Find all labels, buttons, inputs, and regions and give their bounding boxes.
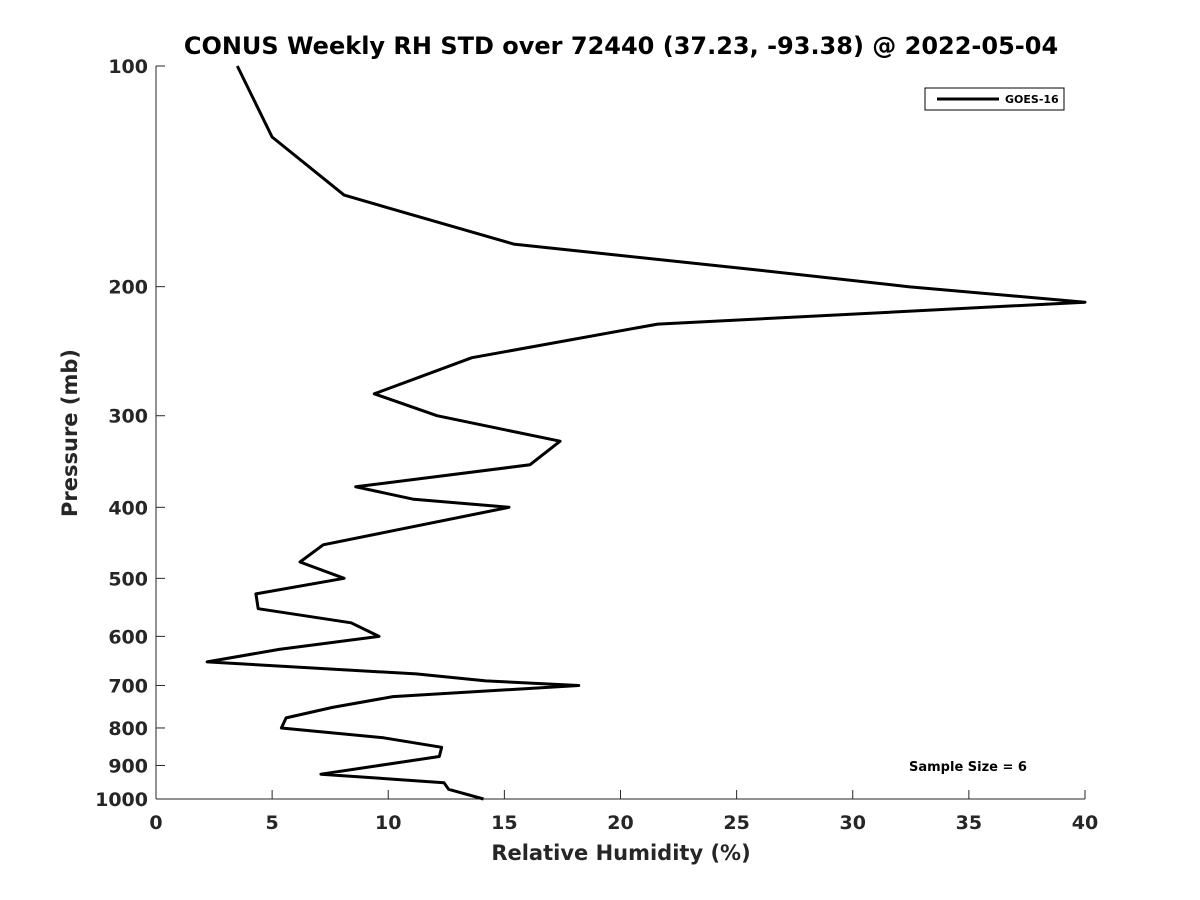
y-tick-label: 100	[108, 56, 148, 78]
x-tick-label: 15	[491, 812, 517, 834]
x-axis-label: Relative Humidity (%)	[491, 841, 750, 865]
x-tick-label: 0	[149, 812, 162, 834]
series-line-goes-16	[205, 65, 1087, 801]
sample-size-annotation: Sample Size = 6	[909, 760, 1027, 775]
y-tick-label: 800	[108, 718, 148, 740]
y-tick-label: 500	[108, 568, 148, 590]
y-tick-label: 300	[108, 406, 148, 428]
y-axis-label: Pressure (mb)	[58, 349, 82, 517]
x-tick-label: 40	[1072, 812, 1098, 834]
y-tick-label: 700	[108, 675, 148, 697]
chart-title: CONUS Weekly RH STD over 72440 (37.23, -…	[184, 32, 1058, 60]
x-tick-label: 5	[266, 812, 279, 834]
y-tick-label: 200	[108, 277, 148, 299]
axes: 0 5 10 15 20 25 30 35 40 100 200 300 400 500 600 700 800…	[95, 56, 1098, 834]
y-tick-label: 1000	[95, 789, 148, 811]
x-tick-label: 30	[840, 812, 866, 834]
y-tick-label: 600	[108, 626, 148, 648]
legend-label: GOES-16	[1005, 93, 1059, 106]
legend: GOES-16	[924, 87, 1065, 111]
y-tick-label: 900	[108, 755, 148, 777]
x-tick-label: 20	[607, 812, 633, 834]
x-tick-label: 10	[375, 812, 401, 834]
x-tick-label: 25	[723, 812, 749, 834]
y-tick-label: 400	[108, 497, 148, 519]
x-tick-label: 35	[956, 812, 982, 834]
